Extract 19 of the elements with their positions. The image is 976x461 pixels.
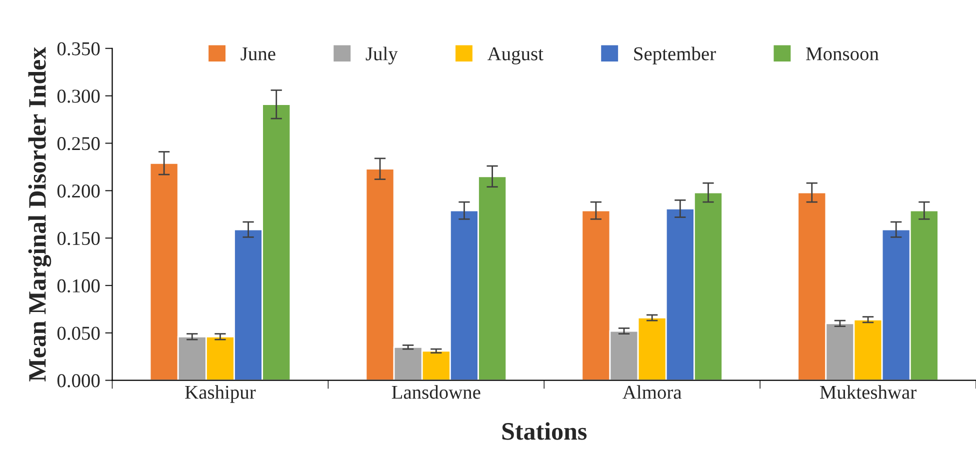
y-tick-label: 0.150 xyxy=(57,232,100,246)
legend-label: Monsoon xyxy=(806,47,879,60)
y-axis-title: Mean Marginal Disorder Index xyxy=(28,47,52,382)
x-tick-label: Lansdowne xyxy=(392,385,480,399)
legend-label: June xyxy=(240,47,276,60)
legend-label: August xyxy=(487,47,544,64)
legend-label: September xyxy=(634,46,716,64)
y-tick-label: 0.350 xyxy=(57,42,100,56)
y-tick-label: 0.250 xyxy=(57,137,100,150)
legend-label: July xyxy=(366,46,398,64)
y-tick-label: 0.050 xyxy=(57,326,100,340)
y-tick-label: 0.200 xyxy=(57,184,100,198)
y-tick-label: 0.300 xyxy=(57,90,100,103)
x-tick-label: Kashipur xyxy=(185,385,256,403)
x-tick-label: Mukteshwar xyxy=(820,385,916,399)
x-tick-label: Almora xyxy=(622,385,682,399)
y-tick-label: 0.100 xyxy=(57,279,100,293)
y-tick-label: 0.000 xyxy=(57,374,100,388)
x-axis-title: Stations xyxy=(502,422,587,440)
